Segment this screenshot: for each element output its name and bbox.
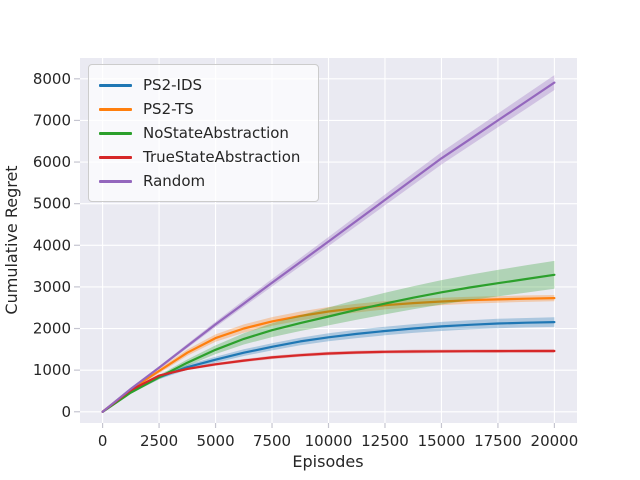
y-axis-label: Cumulative Regret [2,165,21,314]
legend-label: Random [143,172,206,190]
legend-line-sample [99,83,132,87]
x-tick-label: 0 [98,432,108,450]
legend-line-sample [99,107,132,111]
x-tick-label: 5000 [196,432,234,450]
legend-item: PS2-IDS [99,73,300,97]
y-tick-label: 6000 [33,153,71,171]
series-line-Random [101,81,556,413]
legend-item: NoStateAbstraction [99,121,300,145]
y-tick-label: 7000 [33,111,71,129]
x-tick-label: 15000 [418,432,466,450]
legend-line-sample [99,179,132,183]
legend-line-sample [99,155,132,159]
series-band-NoStateAbstraction [102,260,555,412]
plot-area: 0 2500 5000 7500 10000 12500 15000 17500 20000 0 1… [33,58,578,450]
series-line-PS2-TS [101,297,556,413]
x-tick-label: 7500 [253,432,291,450]
legend-label: NoStateAbstraction [143,124,289,142]
series-line-TrueStateAbstraction [101,349,556,413]
x-tick-label: 17500 [474,432,522,450]
x-axis-label: Episodes [292,452,363,471]
legend-label: PS2-TS [143,100,194,118]
y-tick-label: 4000 [33,236,71,254]
x-tick-label: 2500 [140,432,178,450]
y-tick-label: 3000 [33,278,71,296]
x-tick-label: 12500 [361,432,409,450]
y-tick-label: 1000 [33,361,71,379]
legend-item: Random [99,169,300,193]
x-tick-label: 10000 [305,432,353,450]
legend: PS2-IDS PS2-TS NoStateAbstraction TrueSt… [88,64,320,202]
y-tick-label: 8000 [33,70,71,88]
legend-item: TrueStateAbstraction [99,145,300,169]
y-tick-label: 0 [61,403,71,421]
y-tick-label: 2000 [33,320,71,338]
series-line-NoStateAbstraction [101,273,556,413]
legend-line-sample [99,131,132,135]
y-tick-label: 5000 [33,195,71,213]
legend-label: TrueStateAbstraction [143,148,301,166]
x-tick-label: 20000 [531,432,579,450]
legend-label: PS2-IDS [143,76,203,94]
legend-item: PS2-TS [99,97,300,121]
